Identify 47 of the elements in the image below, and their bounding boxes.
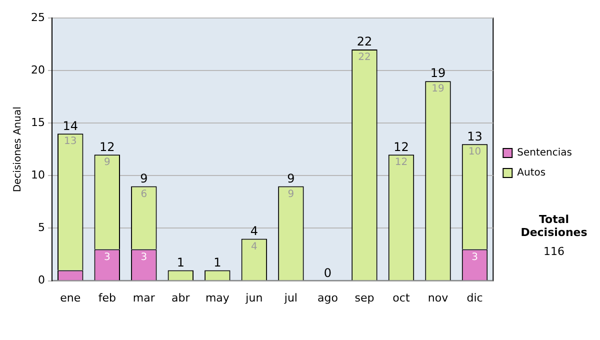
y-tick-label: 25 — [30, 10, 45, 24]
text: 116 — [542, 245, 566, 258]
total-label: 12 — [100, 140, 115, 154]
total-label: 4 — [250, 224, 258, 238]
total-label: 13 — [467, 129, 482, 144]
total-label: 14 — [62, 118, 78, 133]
total-label: 19 — [430, 66, 446, 80]
data-label: 3 — [140, 252, 148, 263]
data-label: 3 — [472, 252, 478, 263]
legend-label: Sentencias — [517, 148, 572, 159]
data-label: 9 — [104, 157, 110, 168]
data-label: 10 — [468, 146, 482, 158]
data-label: 9 — [288, 188, 294, 200]
total-label: 12 — [394, 140, 409, 154]
y-tick-label: 10 — [30, 168, 45, 182]
x-tick-label: dic — [466, 291, 483, 304]
data-label: 19 — [432, 84, 444, 95]
x-tick-label: ene — [60, 291, 81, 304]
data-label: 4 — [251, 241, 258, 252]
y-tick-label: 5 — [38, 221, 45, 234]
data-label: 12 — [394, 157, 408, 168]
x-tick-label: sep — [354, 291, 374, 304]
data-label: 6 — [140, 188, 148, 200]
y-axis-title: Decisiones Anual — [12, 106, 24, 192]
total-label: 22 — [356, 34, 372, 49]
y-tick-label: 0 — [38, 274, 45, 287]
x-tick-label: oct — [392, 291, 410, 304]
data-label: 13 — [64, 136, 77, 148]
x-tick-label: jul — [283, 291, 298, 304]
y-tick-label: 15 — [30, 116, 45, 129]
total-label: 1 — [214, 255, 222, 270]
total-label: 9 — [140, 171, 148, 186]
total-label: 1 — [176, 255, 184, 270]
total-label: 0 — [324, 266, 332, 280]
x-tick-label: jun — [244, 291, 263, 304]
x-tick-label: nov — [428, 291, 449, 304]
y-tick-label: 20 — [30, 63, 45, 76]
total-label: 9 — [287, 171, 295, 186]
text: Total Decisiones — [520, 213, 588, 239]
legend-label: Autos — [517, 168, 546, 179]
x-tick-label: ago — [317, 291, 338, 304]
data-label: 22 — [358, 52, 371, 64]
x-tick-label: may — [205, 291, 230, 304]
x-tick-label: abr — [172, 291, 190, 304]
x-tick-label: feb — [98, 291, 116, 304]
data-label: 3 — [104, 252, 110, 263]
x-tick-label: mar — [132, 291, 156, 304]
